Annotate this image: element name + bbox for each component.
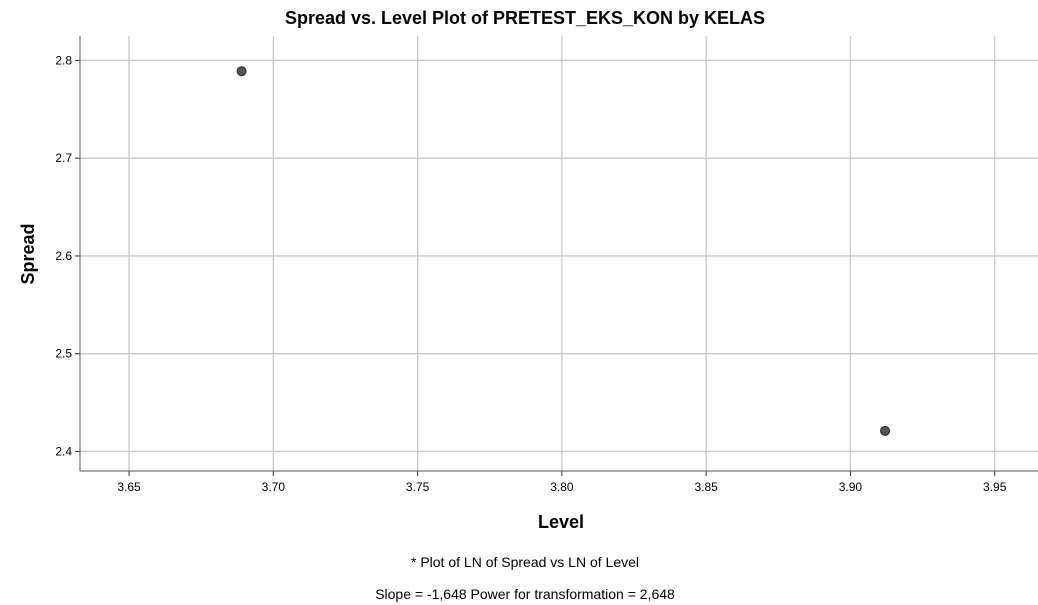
chart-title: Spread vs. Level Plot of PRETEST_EKS_KON… (284, 8, 766, 28)
y-tick-label: 2.8 (55, 53, 72, 67)
axes (75, 36, 1038, 476)
x-tick-label: 3.80 (550, 480, 574, 494)
x-tick-label: 3.90 (839, 480, 863, 494)
data-point (880, 425, 891, 436)
y-tick-label: 2.4 (55, 444, 72, 458)
y-tick-label: 2.5 (55, 347, 72, 361)
footnote-slope-power: Slope = -1,648 Power for transformation … (375, 586, 675, 602)
x-tick-labels: 3.65 3.70 3.75 3.80 3.85 3.90 3.95 (117, 480, 1006, 494)
y-tick-label: 2.6 (55, 249, 72, 263)
data-points (236, 66, 891, 436)
x-tick-label: 3.85 (694, 480, 718, 494)
y-axis-title: Spread (18, 223, 38, 284)
x-tick-label: 3.95 (983, 480, 1007, 494)
x-tick-label: 3.65 (117, 480, 141, 494)
grid (80, 36, 1038, 471)
y-tick-labels: 2.4 2.5 2.6 2.7 2.8 (55, 53, 72, 458)
x-tick-label: 3.70 (262, 480, 286, 494)
footnote-plot-description: * Plot of LN of Spread vs LN of Level (410, 554, 639, 570)
x-tick-label: 3.75 (406, 480, 430, 494)
y-tick-label: 2.7 (55, 151, 72, 165)
data-point (236, 66, 247, 77)
x-axis-title: Level (538, 512, 584, 532)
